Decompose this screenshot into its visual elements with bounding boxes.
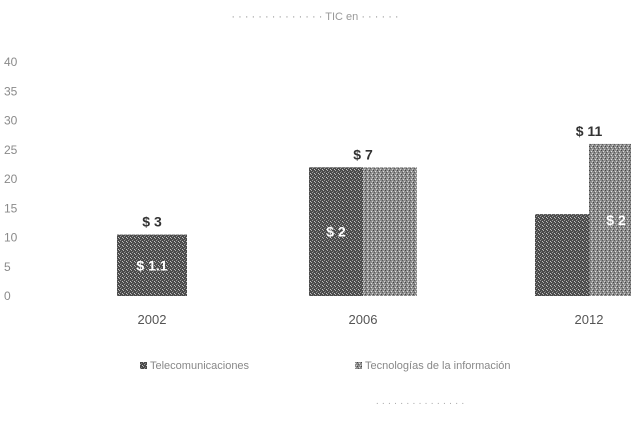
y-axis: 0 5 10 15 20 25 30 35 40 [4,55,18,303]
legend-swatch-telecom [140,362,147,369]
bar [117,234,187,296]
y-tick-label: 20 [4,172,18,186]
legend-label-telecom: Telecomunicaciones [150,360,250,372]
legend-label-it: Tecnologías de la información [365,360,511,372]
bar-inner-label: $ 2 [326,224,346,240]
bar [589,143,631,296]
bar-value-label: $ 7 [353,146,373,162]
y-tick-label: 5 [4,260,11,274]
x-axis: 2002 2006 2012 [138,312,604,327]
bar [309,167,363,296]
bar [363,167,417,296]
x-tick-label: 2002 [138,312,167,327]
bars: $ 1.1 $ 3 $ 2 $ 7 $ 2 $ 11 [117,123,631,296]
y-tick-label: 0 [4,289,11,303]
y-tick-label: 30 [4,114,18,128]
legend: Telecomunicaciones Tecnologías de la inf… [140,360,511,372]
bar-value-label: $ 3 [142,214,162,230]
y-tick-label: 40 [4,55,18,69]
chart-title: · · · · · · · · · · · · · · TIC en · · ·… [231,11,398,23]
bar-inner-label: $ 2 [606,212,626,228]
y-tick-label: 10 [4,231,18,245]
legend-swatch-it [355,362,362,369]
chart-footnote: · · · · · · · · · · · · · · · [376,398,465,409]
y-tick-label: 15 [4,201,18,215]
x-tick-label: 2006 [349,312,378,327]
bar-inner-label: $ 1.1 [136,257,167,273]
y-tick-label: 25 [4,143,18,157]
bar [535,214,589,296]
bar-value-label: $ 11 [576,123,603,139]
x-tick-label: 2012 [575,312,604,327]
y-tick-label: 35 [4,84,18,98]
